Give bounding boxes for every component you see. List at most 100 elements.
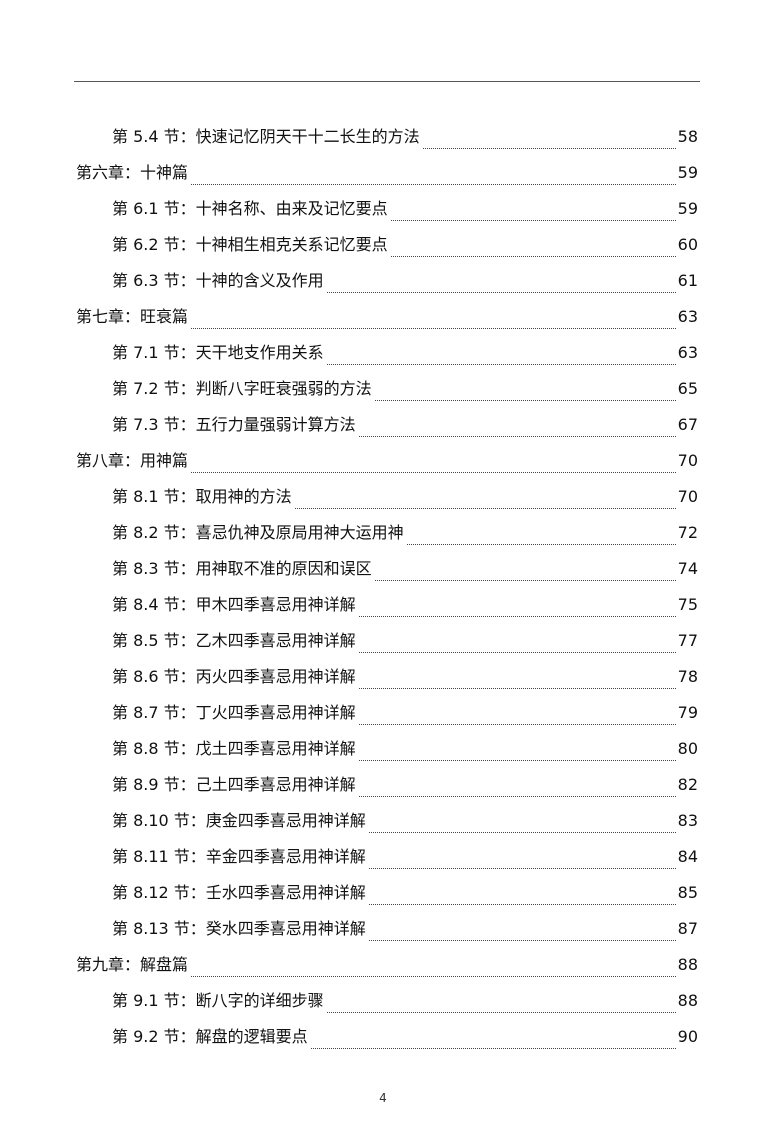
- header-rule: [74, 81, 700, 82]
- toc-entry-title: 第 7.2 节：判断八字旺衰强弱的方法: [112, 379, 372, 398]
- dot-leader: [358, 724, 676, 725]
- toc-entry-title: 第 5.4 节：快速记忆阴天干十二长生的方法: [112, 127, 420, 146]
- toc-entry-title: 第 8.9 节：己土四季喜忌用神详解: [112, 775, 356, 794]
- toc-entry-page: 84: [677, 847, 698, 866]
- toc-entry-section[interactable]: 第 6.2 节：十神相生相克关系记忆要点 60: [76, 221, 698, 257]
- dot-leader: [191, 976, 676, 977]
- toc-entry-page: 77: [677, 631, 698, 650]
- toc-entry-title: 第七章：旺衰篇: [76, 307, 189, 326]
- dot-leader: [374, 400, 676, 401]
- toc-entry-title: 第 6.2 节：十神相生相克关系记忆要点: [112, 235, 388, 254]
- toc-entry-page: 90: [677, 1027, 698, 1046]
- toc-entry-page: 65: [677, 379, 698, 398]
- toc-entry-title: 第 8.7 节：丁火四季喜忌用神详解: [112, 703, 356, 722]
- dot-leader: [358, 652, 676, 653]
- dot-leader: [326, 1012, 676, 1013]
- toc-entry-title: 第 9.2 节：解盘的逻辑要点: [112, 1027, 308, 1046]
- dot-leader: [374, 580, 676, 581]
- toc-entry-page: 85: [677, 883, 698, 902]
- toc-entry-section[interactable]: 第 8.10 节：庚金四季喜忌用神详解 83: [76, 797, 698, 833]
- toc-entry-page: 59: [677, 163, 698, 182]
- toc-entry-page: 75: [677, 595, 698, 614]
- dot-leader: [422, 148, 676, 149]
- toc-entry-chapter[interactable]: 第八章：用神篇 70: [76, 437, 698, 473]
- toc-entry-page: 58: [677, 127, 698, 146]
- dot-leader: [358, 760, 676, 761]
- toc-entry-page: 63: [677, 307, 698, 326]
- dot-leader: [326, 364, 676, 365]
- toc-entry-page: 67: [677, 415, 698, 434]
- toc-entry-title: 第 8.8 节：戊土四季喜忌用神详解: [112, 739, 356, 758]
- toc-entry-section[interactable]: 第 8.4 节：甲木四季喜忌用神详解 75: [76, 581, 698, 617]
- toc-entry-page: 60: [677, 235, 698, 254]
- toc-entry-title: 第 8.6 节：丙火四季喜忌用神详解: [112, 667, 356, 686]
- toc-entry-title: 第八章：用神篇: [76, 451, 189, 470]
- toc-entry-chapter[interactable]: 第九章：解盘篇 88: [76, 941, 698, 977]
- toc-entry-page: 74: [677, 559, 698, 578]
- dot-leader: [358, 688, 676, 689]
- toc-entry-page: 70: [677, 487, 698, 506]
- toc-entry-title: 第 8.4 节：甲木四季喜忌用神详解: [112, 595, 356, 614]
- toc-entry-section[interactable]: 第 8.9 节：己土四季喜忌用神详解 82: [76, 761, 698, 797]
- toc-entry-title: 第 8.5 节：乙木四季喜忌用神详解: [112, 631, 356, 650]
- toc-entry-page: 88: [677, 955, 698, 974]
- toc-entry-page: 87: [677, 919, 698, 938]
- toc-entry-section[interactable]: 第 9.2 节：解盘的逻辑要点 90: [76, 1013, 698, 1049]
- dot-leader: [390, 256, 676, 257]
- toc-entry-title: 第 8.11 节：辛金四季喜忌用神详解: [112, 847, 366, 866]
- toc-entry-title: 第 6.1 节：十神名称、由来及记忆要点: [112, 199, 388, 218]
- dot-leader: [326, 292, 676, 293]
- toc-entry-section[interactable]: 第 8.12 节：壬水四季喜忌用神详解 85: [76, 869, 698, 905]
- toc-entry-title: 第 8.10 节：庚金四季喜忌用神详解: [112, 811, 366, 830]
- toc-entry-page: 72: [677, 523, 698, 542]
- toc-entry-section[interactable]: 第 6.1 节：十神名称、由来及记忆要点 59: [76, 185, 698, 221]
- toc-entry-section[interactable]: 第 7.1 节：天干地支作用关系 63: [76, 329, 698, 365]
- toc-entry-title: 第九章：解盘篇: [76, 955, 189, 974]
- toc-entry-page: 79: [677, 703, 698, 722]
- toc-entry-page: 80: [677, 739, 698, 758]
- dot-leader: [294, 508, 676, 509]
- dot-leader: [358, 616, 676, 617]
- dot-leader: [390, 220, 676, 221]
- toc-entry-section[interactable]: 第 8.2 节：喜忌仇神及原局用神大运用神 72: [76, 509, 698, 545]
- toc-entry-page: 59: [677, 199, 698, 218]
- toc-entry-section[interactable]: 第 7.3 节：五行力量强弱计算方法 67: [76, 401, 698, 437]
- toc-entry-chapter[interactable]: 第六章：十神篇 59: [76, 149, 698, 185]
- toc-entry-section[interactable]: 第 7.2 节：判断八字旺衰强弱的方法 65: [76, 365, 698, 401]
- toc-entry-title: 第 8.12 节：壬水四季喜忌用神详解: [112, 883, 366, 902]
- toc-entry-title: 第 8.1 节：取用神的方法: [112, 487, 292, 506]
- table-of-contents: 第 5.4 节：快速记忆阴天干十二长生的方法 58 第六章：十神篇 59 第 6.1 节…: [76, 125, 698, 1049]
- toc-entry-section[interactable]: 第 6.3 节：十神的含义及作用 61: [76, 257, 698, 293]
- toc-entry-section[interactable]: 第 8.5 节：乙木四季喜忌用神详解 77: [76, 617, 698, 653]
- dot-leader: [368, 904, 676, 905]
- toc-entry-title: 第 7.3 节：五行力量强弱计算方法: [112, 415, 356, 434]
- toc-entry-title: 第 8.3 节：用神取不准的原因和误区: [112, 559, 372, 578]
- dot-leader: [358, 436, 676, 437]
- toc-entry-section[interactable]: 第 8.8 节：戊土四季喜忌用神详解 80: [76, 725, 698, 761]
- toc-entry-chapter[interactable]: 第七章：旺衰篇 63: [76, 293, 698, 329]
- toc-entry-page: 78: [677, 667, 698, 686]
- toc-entry-section[interactable]: 第 8.1 节：取用神的方法 70: [76, 473, 698, 509]
- dot-leader: [191, 184, 676, 185]
- toc-entry-section[interactable]: 第 8.3 节：用神取不准的原因和误区 74: [76, 545, 698, 581]
- toc-entry-page: 61: [677, 271, 698, 290]
- toc-entry-section[interactable]: 第 8.11 节：辛金四季喜忌用神详解 84: [76, 833, 698, 869]
- dot-leader: [358, 796, 676, 797]
- dot-leader: [368, 832, 676, 833]
- toc-entry-section[interactable]: 第 8.6 节：丙火四季喜忌用神详解 78: [76, 653, 698, 689]
- dot-leader: [368, 868, 676, 869]
- toc-entry-page: 63: [677, 343, 698, 362]
- dot-leader: [310, 1048, 676, 1049]
- toc-entry-title: 第 6.3 节：十神的含义及作用: [112, 271, 324, 290]
- toc-entry-page: 82: [677, 775, 698, 794]
- toc-entry-section[interactable]: 第 5.4 节：快速记忆阴天干十二长生的方法 58: [76, 125, 698, 149]
- toc-entry-title: 第 9.1 节：断八字的详细步骤: [112, 991, 324, 1010]
- toc-entry-section[interactable]: 第 9.1 节：断八字的详细步骤 88: [76, 977, 698, 1013]
- toc-entry-section[interactable]: 第 8.13 节：癸水四季喜忌用神详解 87: [76, 905, 698, 941]
- dot-leader: [191, 472, 676, 473]
- toc-entry-title: 第 7.1 节：天干地支作用关系: [112, 343, 324, 362]
- toc-entry-page: 83: [677, 811, 698, 830]
- toc-entry-page: 88: [677, 991, 698, 1010]
- dot-leader: [406, 544, 676, 545]
- toc-entry-section[interactable]: 第 8.7 节：丁火四季喜忌用神详解 79: [76, 689, 698, 725]
